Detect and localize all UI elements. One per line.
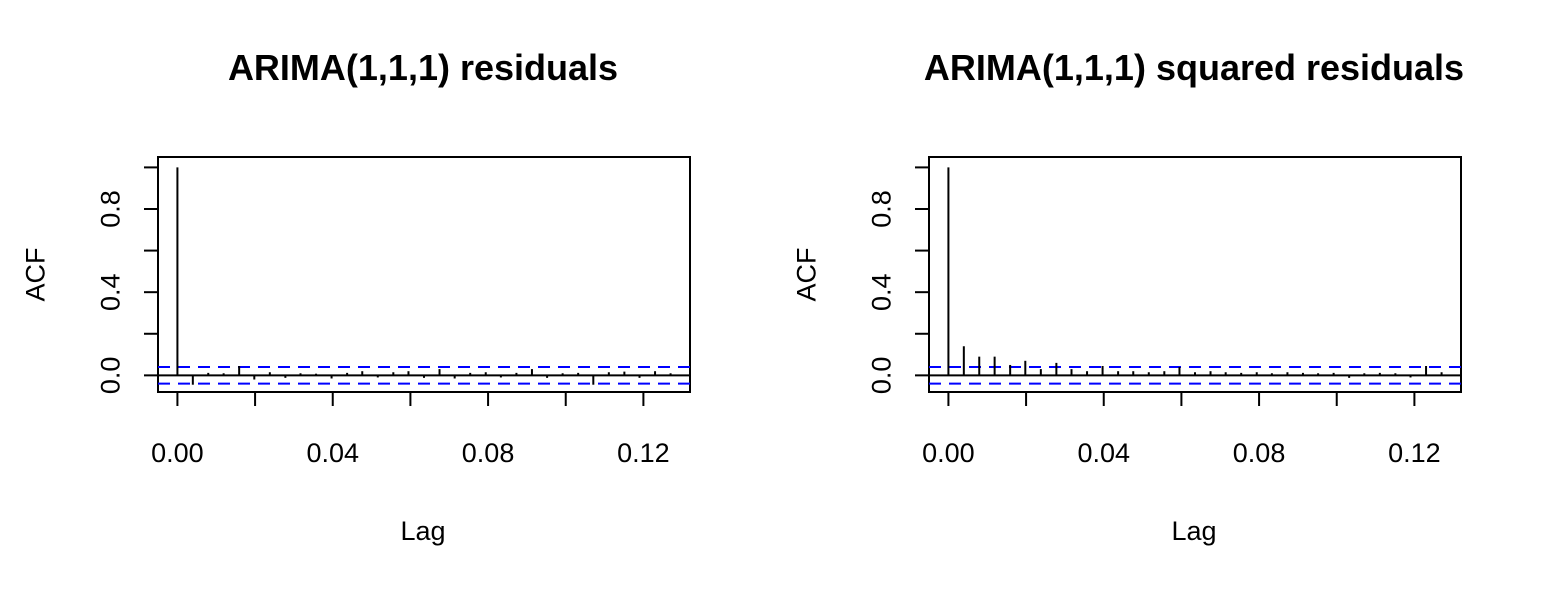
y-tick-label: 0.4: [95, 273, 125, 311]
x-axis-label: Lag: [1171, 516, 1216, 546]
x-tick-label: 0.04: [306, 438, 359, 468]
y-tick-label: 0.0: [866, 357, 896, 395]
x-tick-label: 0.08: [462, 438, 515, 468]
y-axis-label: ACF: [791, 248, 821, 302]
chart-panel-2: ARIMA(1,1,1) squared residuals 0.0 0.4 0.8 0…: [791, 47, 1464, 546]
x-axis-label: Lag: [400, 516, 445, 546]
x-tick-label: 0.00: [151, 438, 204, 468]
chart-panel-1: ARIMA(1,1,1) residuals 0.0 0.4 0.8 0.00 0.04 0…: [20, 47, 691, 546]
x-tick-label: 0.04: [1077, 438, 1130, 468]
x-tick-label: 0.08: [1233, 438, 1286, 468]
x-tick-label: 0.12: [1388, 438, 1441, 468]
chart-title: ARIMA(1,1,1) squared residuals: [924, 47, 1464, 88]
y-tick-label: 0.8: [866, 190, 896, 228]
x-tick-label: 0.00: [922, 438, 975, 468]
y-tick-label: 0.0: [95, 357, 125, 395]
y-tick-label: 0.8: [95, 190, 125, 228]
x-tick-label: 0.12: [617, 438, 670, 468]
chart-title: ARIMA(1,1,1) residuals: [228, 47, 618, 88]
y-tick-label: 0.4: [866, 273, 896, 311]
plot-frame: [928, 156, 1462, 393]
plot-frame: [157, 156, 691, 393]
y-axis-label: ACF: [20, 248, 50, 302]
